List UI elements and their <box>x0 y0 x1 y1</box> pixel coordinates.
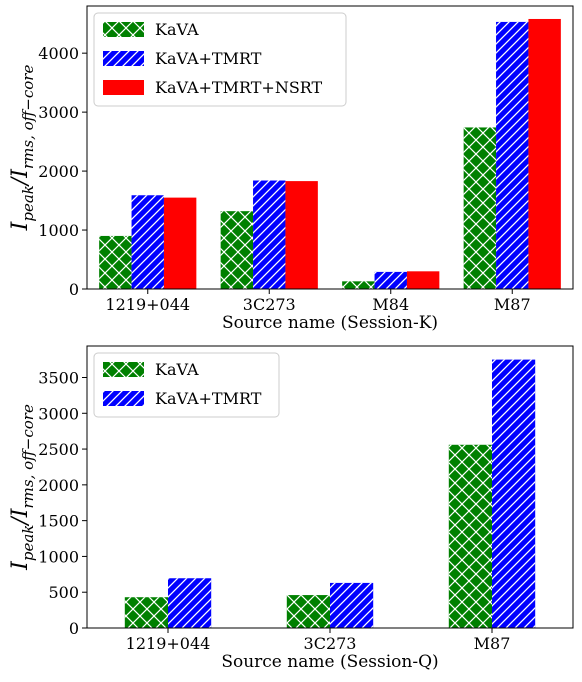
y-tick-label: 4000 <box>38 44 79 63</box>
bar-hatch-session-k-0-0 <box>99 235 132 289</box>
legend-label: KaVA <box>155 360 199 379</box>
bar-hatch-session-q-0-1 <box>286 595 330 628</box>
x-axis-label: Source name (Session-K) <box>222 313 438 333</box>
bar-session-k-2-0 <box>163 197 197 289</box>
bar-hatch-session-k-1-2 <box>374 271 407 289</box>
legend-swatch <box>103 80 144 95</box>
y-tick-label: 1000 <box>38 547 79 566</box>
legend-label: KaVA <box>155 20 199 39</box>
x-tick-label: 3C273 <box>304 634 357 653</box>
bar-hatch-session-q-0-2 <box>448 444 492 628</box>
chart-session-q: 0 500 1000 1500 2000 2500 3000 3500 1219+044 3C27… <box>8 345 574 672</box>
y-tick-label: 1000 <box>38 221 79 240</box>
y-tick-label: 500 <box>48 583 79 602</box>
bar-hatch-session-k-0-3 <box>463 127 497 290</box>
x-tick-label: 1219+044 <box>126 634 211 653</box>
legend-label: KaVA+TMRT <box>155 49 262 68</box>
y-tick-label: 3500 <box>38 368 79 387</box>
bar-hatch-session-k-1-1 <box>253 180 286 289</box>
legend-swatch-hatch <box>103 22 144 37</box>
y-tick-label: 0 <box>69 280 79 299</box>
x-tick-label: M87 <box>494 295 531 314</box>
x-axis-label: Source name (Session-Q) <box>221 652 438 672</box>
x-tick-label: M87 <box>474 634 511 653</box>
y-tick-label: 2000 <box>38 476 79 495</box>
bar-hatch-session-q-1-2 <box>492 359 536 628</box>
bar-hatch-session-k-1-0 <box>131 195 164 289</box>
y-tick-label: 0 <box>69 619 79 638</box>
y-tick-label: 3000 <box>38 404 79 423</box>
y-tick-label: 2500 <box>38 440 79 459</box>
y-axis-label: Ipeak​/Irms, off−core​ <box>8 65 37 232</box>
x-tick-label: 1219+044 <box>105 295 190 314</box>
bar-session-k-2-2 <box>406 271 440 289</box>
bar-session-k-2-3 <box>528 18 561 290</box>
y-axis-label: Ipeak​/Irms, off−core​ <box>8 404 37 571</box>
bar-hatch-session-k-1-3 <box>496 21 529 289</box>
bar-hatch-session-k-0-2 <box>342 281 375 289</box>
bar-hatch-session-q-1-1 <box>330 582 374 628</box>
legend-swatch-hatch <box>103 391 144 406</box>
x-tick-label: 3C273 <box>243 295 296 314</box>
y-tick-label: 2000 <box>38 162 79 181</box>
plot-frame <box>86 5 574 290</box>
bar-hatch-session-q-0-0 <box>124 597 168 628</box>
legend-swatch-hatch <box>103 362 144 377</box>
bar-hatch-session-q-1-0 <box>168 578 212 628</box>
x-tick-label: M84 <box>372 295 409 314</box>
chart-session-k: 0 1000 2000 3000 4000 1219+044 3C273 M84 M87 Sour… <box>8 5 574 333</box>
y-tick-label: 1500 <box>38 512 79 531</box>
legend <box>93 12 347 107</box>
legend-label: KaVA+TMRT <box>155 389 262 408</box>
legend-swatch-hatch <box>103 51 144 66</box>
bar-session-k-2-1 <box>285 181 318 289</box>
legend-label: KaVA+TMRT+NSRT <box>155 78 323 97</box>
y-tick-label: 3000 <box>38 103 79 122</box>
bar-hatch-session-k-0-1 <box>220 211 254 289</box>
